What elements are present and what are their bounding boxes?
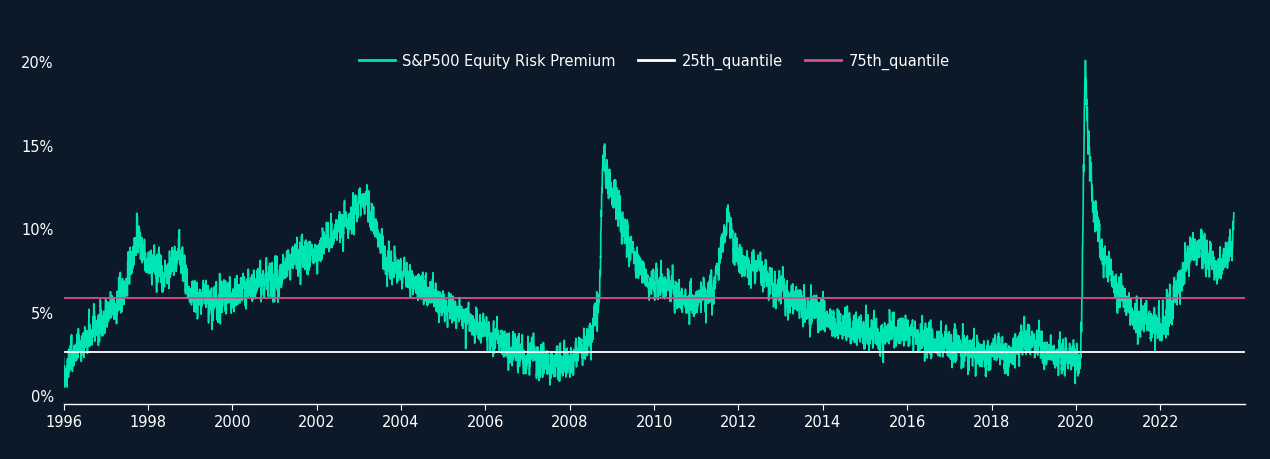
- Line: S&P500 Equity Risk Premium: S&P500 Equity Risk Premium: [64, 61, 1234, 387]
- Legend: S&P500 Equity Risk Premium, 25th_quantile, 75th_quantile: S&P500 Equity Risk Premium, 25th_quantil…: [353, 48, 955, 75]
